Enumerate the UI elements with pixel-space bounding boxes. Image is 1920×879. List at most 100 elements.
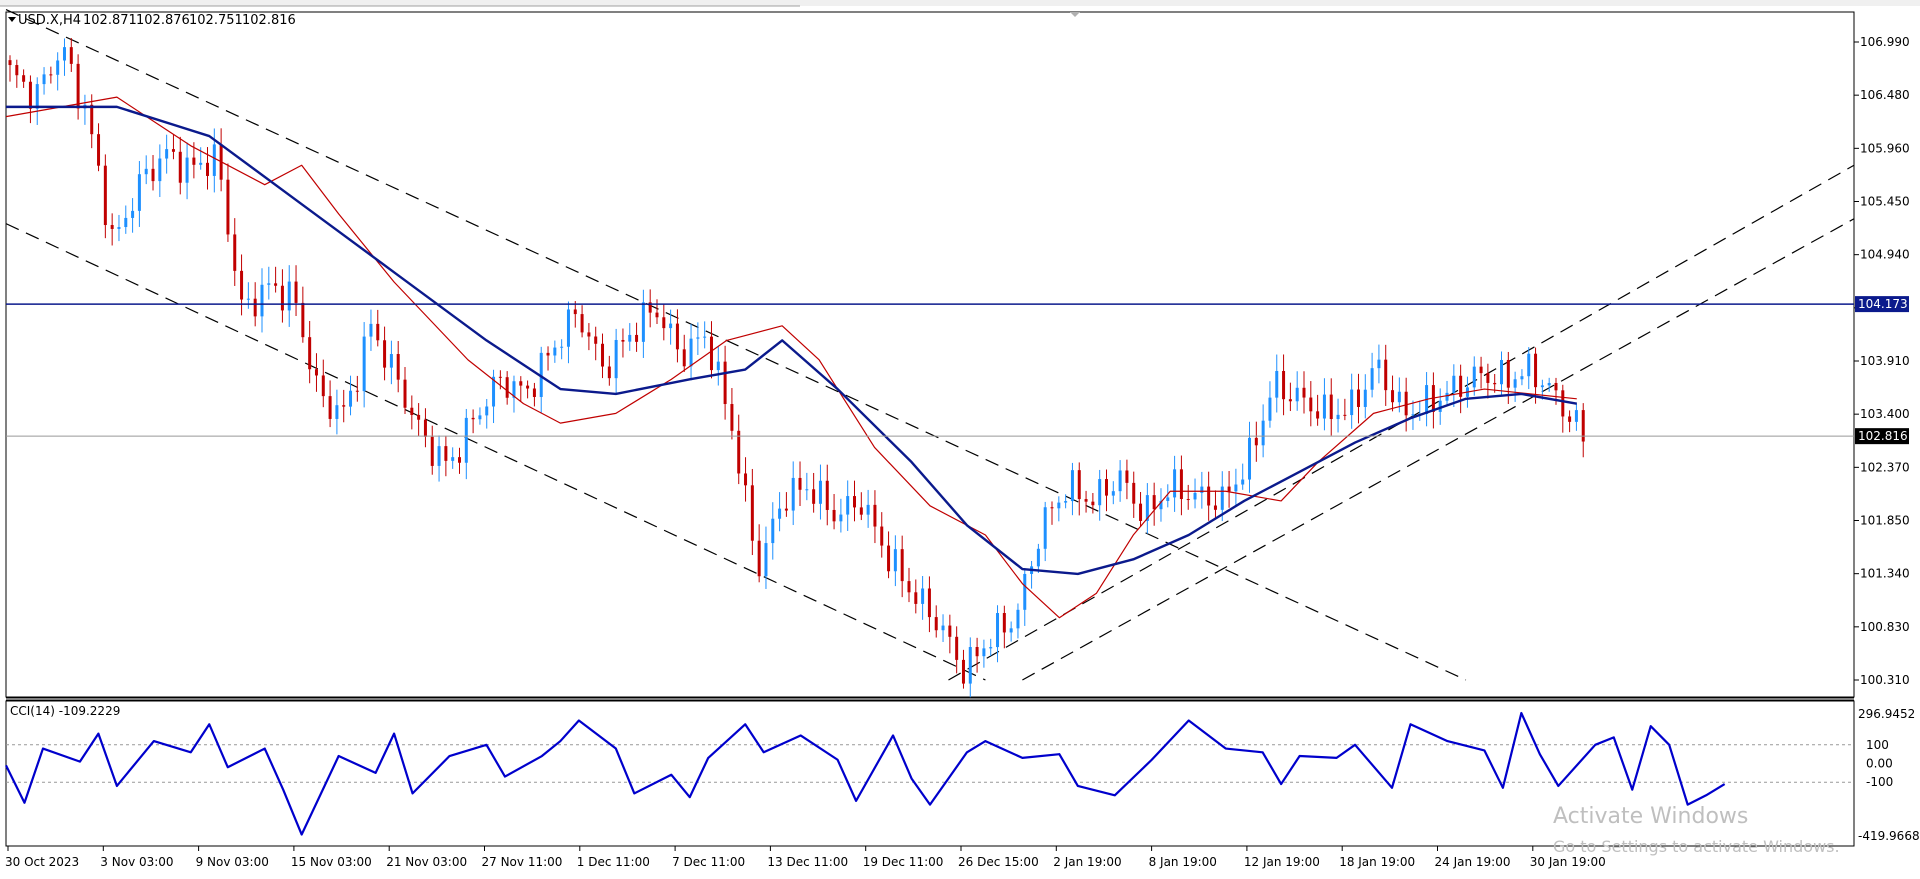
candle-body <box>49 74 53 76</box>
candle-body <box>206 162 210 176</box>
candle-body <box>117 227 121 229</box>
candle-body <box>403 379 407 408</box>
candle-body <box>165 149 169 159</box>
candle-body <box>744 473 748 486</box>
current-price-tag <box>1855 428 1909 445</box>
price-pane[interactable] <box>5 11 1855 698</box>
symbol-menu-icon[interactable] <box>8 17 16 22</box>
candle-body <box>97 134 101 166</box>
candle-body <box>485 406 489 416</box>
candle-body <box>103 165 107 226</box>
cci-series <box>5 711 1854 836</box>
candle-body <box>1452 375 1456 393</box>
candle-body <box>171 149 175 152</box>
candle-body <box>505 377 509 398</box>
hline-price-tag-text: 104.173 <box>1858 297 1908 311</box>
candle-body <box>69 47 73 64</box>
candle-body <box>907 581 911 593</box>
candle-body <box>1152 495 1156 510</box>
candle-body <box>1009 628 1013 633</box>
candle-body <box>1186 499 1190 501</box>
cci-axis: 296.9452 100 0.00 -100 -419.9668 <box>1858 707 1920 843</box>
time-tick-label: 8 Jan 19:00 <box>1149 855 1217 869</box>
candle-body <box>825 480 829 510</box>
candle-body <box>28 81 32 109</box>
candle-body <box>989 647 993 649</box>
candle-body <box>566 309 570 347</box>
candle-body <box>921 588 925 604</box>
candle-body <box>1295 387 1299 402</box>
candle-body <box>1282 370 1286 400</box>
time-tick-label: 3 Nov 03:00 <box>100 855 173 869</box>
cci-tick-label: -419.9668 <box>1858 829 1920 843</box>
price-tick-label: 101.850 <box>1860 514 1910 528</box>
watermark-title: Activate Windows <box>1553 804 1748 829</box>
candle-body <box>703 336 707 338</box>
candle-body <box>560 346 564 348</box>
candle-body <box>512 381 516 398</box>
price-tick-label: 103.910 <box>1860 354 1910 368</box>
candle-body <box>1574 410 1578 422</box>
hline-price-tag <box>1855 296 1909 313</box>
time-axis: 30 Oct 2023 3 Nov 03:00 9 Nov 03:00 15 Nov … <box>5 846 1606 869</box>
price-tick-label: 106.480 <box>1860 88 1910 102</box>
candle-body <box>233 234 237 271</box>
candle-body <box>410 407 414 415</box>
candle-body <box>696 337 700 339</box>
candle-body <box>1023 573 1027 610</box>
candle-body <box>308 337 312 370</box>
candle-body <box>1391 390 1395 403</box>
candlestick-series <box>8 38 1585 698</box>
candle-body <box>342 405 346 407</box>
candle-body <box>1179 469 1183 500</box>
candle-body <box>335 405 339 419</box>
candle-body <box>1275 370 1279 398</box>
candle-body <box>369 323 373 337</box>
candle-body <box>682 349 686 367</box>
candle-body <box>42 74 46 85</box>
candle-body <box>62 47 66 61</box>
candle-body <box>1343 414 1347 416</box>
candle-body <box>1493 382 1497 385</box>
candle-body <box>648 302 652 313</box>
pane-collapse-marker[interactable] <box>1070 12 1080 17</box>
open-value: 102.871 <box>83 13 137 28</box>
candle-body <box>314 369 318 376</box>
candle-body <box>730 404 734 431</box>
candle-body <box>1234 484 1238 492</box>
candle-body <box>996 613 1000 648</box>
candle-body <box>22 75 26 82</box>
price-tick-label: 103.400 <box>1860 407 1910 421</box>
candle-body <box>1118 470 1122 492</box>
candle-body <box>478 415 482 420</box>
watermark-subtitle: Go to Settings to activate Windows. <box>1553 837 1840 856</box>
candle-body <box>1213 505 1217 510</box>
candle-body <box>812 489 816 504</box>
candle-body <box>737 430 741 474</box>
candle-body <box>124 217 128 228</box>
candle-body <box>158 158 162 182</box>
cci-pane[interactable] <box>5 700 1855 847</box>
candle-body <box>1534 353 1538 388</box>
candle-body <box>887 545 891 572</box>
candle-body <box>1404 391 1408 416</box>
candle-body <box>1568 416 1572 422</box>
candle-body <box>532 388 536 397</box>
candle-body <box>498 376 502 378</box>
candle-body <box>846 496 850 515</box>
cci-tick-label: 100 <box>1866 738 1889 752</box>
candle-body <box>961 659 965 684</box>
candle-body <box>853 496 857 508</box>
candle-body <box>662 317 666 329</box>
candle-body <box>1193 492 1197 500</box>
candle-body <box>1370 368 1374 390</box>
candle-body <box>185 157 189 183</box>
candle-body <box>362 336 366 392</box>
candle-body <box>573 309 577 315</box>
candle-body <box>389 354 393 368</box>
candle-body <box>1084 499 1088 502</box>
candle-body <box>1329 394 1333 420</box>
candle-body <box>1527 353 1531 377</box>
